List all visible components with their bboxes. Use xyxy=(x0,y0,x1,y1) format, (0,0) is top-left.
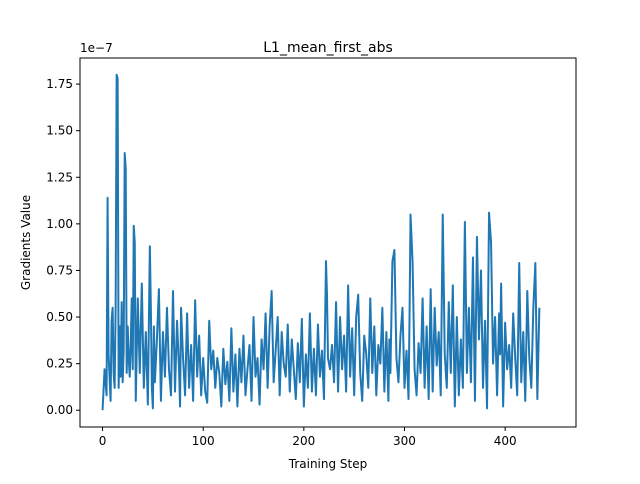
y-scale-label: 1e−7 xyxy=(80,41,113,55)
x-tick-label: 400 xyxy=(494,434,517,448)
y-tick-label: 1.50 xyxy=(46,124,73,138)
x-tick-label: 300 xyxy=(393,434,416,448)
series-line xyxy=(101,73,541,411)
x-tick-label: 100 xyxy=(192,434,215,448)
y-tick-label: 0.25 xyxy=(46,357,73,371)
x-tick-label: 0 xyxy=(99,434,107,448)
x-axis-ticks: 0 100 200 300 400 xyxy=(99,427,517,448)
y-tick-label: 1.25 xyxy=(46,170,73,184)
x-tick-label: 200 xyxy=(292,434,315,448)
plot-area-frame xyxy=(79,57,577,428)
y-axis-ticks: 0.00 0.25 0.50 0.75 1.00 1.25 1.50 1.75 xyxy=(46,77,80,417)
chart-title: L1_mean_first_abs xyxy=(263,40,393,56)
x-axis-label: Training Step xyxy=(288,457,368,471)
y-tick-label: 0.50 xyxy=(46,310,73,324)
y-tick-label: 1.00 xyxy=(46,217,73,231)
y-tick-label: 0.00 xyxy=(46,403,73,417)
y-axis-label: Gradients Value xyxy=(19,195,33,290)
y-tick-label: 0.75 xyxy=(46,263,73,277)
y-tick-label: 1.75 xyxy=(46,77,73,91)
